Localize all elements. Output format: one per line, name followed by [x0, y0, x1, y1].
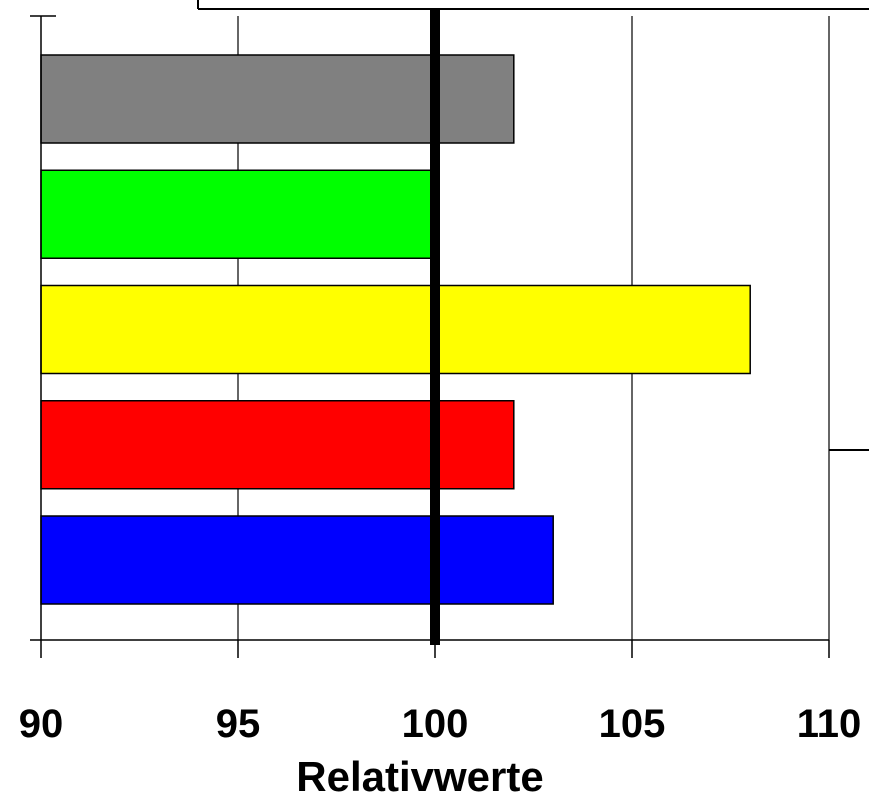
x-axis-title: Relativwerte [296, 753, 543, 800]
x-tick-label-110: 110 [797, 702, 862, 746]
x-tick-label-90: 90 [19, 702, 64, 746]
x-tick-label-100: 100 [402, 702, 469, 746]
x-ticks: 90 95 100 105 110 [19, 640, 862, 746]
bar-1 [41, 55, 514, 143]
bar-3 [41, 286, 750, 374]
bar-5 [41, 516, 553, 604]
bar-2 [41, 170, 431, 258]
x-tick-label-95: 95 [216, 702, 261, 746]
x-tick-label-105: 105 [599, 702, 666, 746]
bar-4 [41, 401, 514, 489]
bar-group [41, 55, 750, 604]
